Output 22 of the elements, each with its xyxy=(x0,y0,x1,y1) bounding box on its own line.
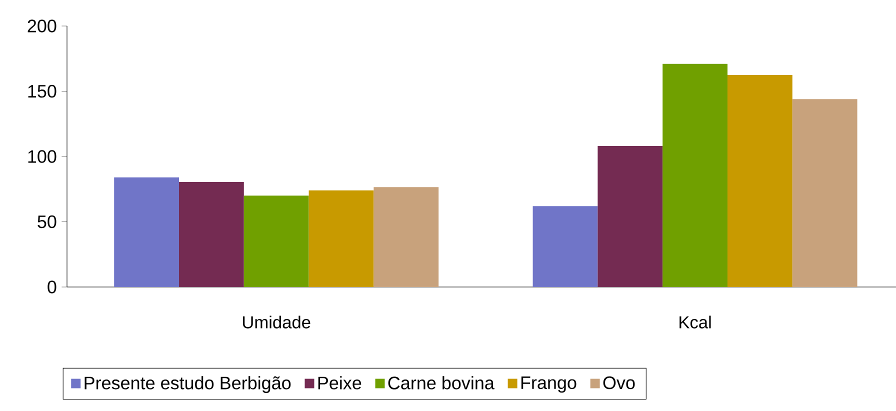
y-tick-label: 0 xyxy=(48,280,56,294)
bar xyxy=(727,74,792,288)
y-tick-label: 200 xyxy=(28,20,56,32)
x-tick-label: Kcal xyxy=(680,316,711,328)
legend-label: Carne bovina xyxy=(388,376,494,390)
legend-label: Peixe xyxy=(318,376,362,390)
y-tick-label: 100 xyxy=(28,150,56,163)
y-tick-label: 150 xyxy=(28,84,56,98)
legend-label: Ovo xyxy=(603,376,635,390)
bar xyxy=(179,182,244,288)
bar xyxy=(532,206,598,288)
bar xyxy=(374,187,439,288)
bar xyxy=(598,146,663,288)
legend-label: Presente estudo Berbigão xyxy=(84,376,291,393)
bar xyxy=(792,99,858,288)
bar xyxy=(244,196,309,288)
legend-label: Frango xyxy=(521,376,576,393)
bar xyxy=(308,190,374,288)
bar xyxy=(114,177,180,288)
y-tick-label: 50 xyxy=(38,215,56,228)
bar xyxy=(662,64,728,288)
x-tick-label: Umidade xyxy=(243,316,310,328)
